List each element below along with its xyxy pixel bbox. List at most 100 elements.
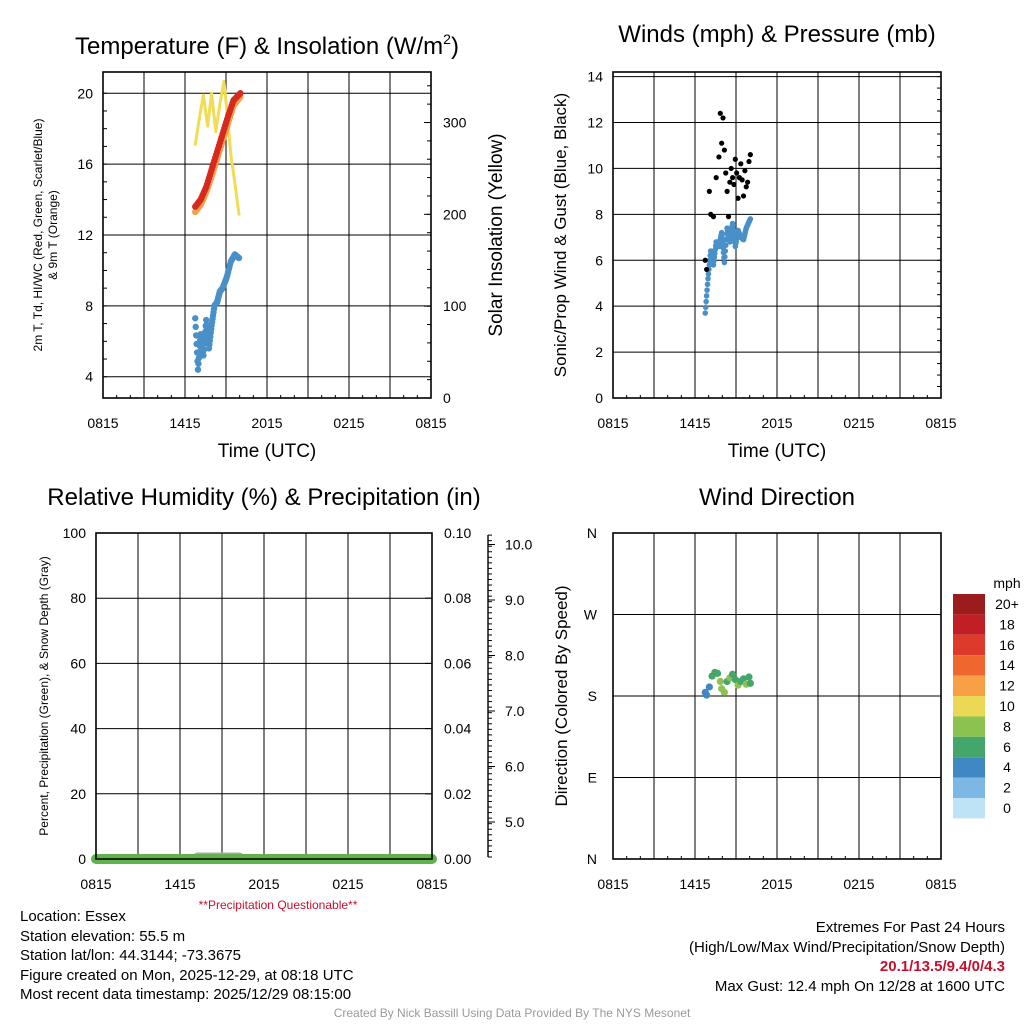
wind-speed-point [705,275,711,282]
wind-gust-point [747,152,753,158]
wdir-point [728,670,737,678]
temp-xtick-label: 0815 [415,415,446,431]
wind-gust-point [719,140,725,146]
rh-xtick-label: 0215 [332,876,363,892]
wind-gust-points [702,110,753,273]
rh-y3tick-label: 7.0 [505,703,525,719]
temp-wind-chill-point [200,352,207,359]
temp-2m-t-point [237,90,244,97]
temp-wind-chill-point [200,346,208,353]
temp-y2tick-label: 200 [443,206,467,222]
wind-speed-point [704,287,710,293]
wind-title: Winds (mph) & Pressure (mb) [618,21,935,48]
latlon-text: Station lat/lon: 44.3144; -73.3675 [20,947,242,964]
temp-wind-chill-point [195,360,202,367]
credit-text: Created By Nick Bassill Using Data Provi… [333,1006,691,1020]
temp-xtick-label: 0215 [333,415,364,431]
rh-ytick-label: 100 [63,525,87,541]
station-info: Location: Essex Station elevation: 55.5 … [20,907,354,1005]
temp-title: Temperature (F) & Insolation (W/m2) [75,31,459,60]
temp-ylabel-line2: & 9m T (Orange) [46,190,60,280]
wind-gust-point [735,195,741,201]
colorbar-label: 2 [1003,780,1011,796]
wind-speed-point [718,229,725,236]
wdir-point [703,691,711,699]
colorbar-swatch [953,736,985,758]
wind-gust-point [724,188,730,194]
wind-ytick-label: 2 [595,344,603,360]
wdir-point [716,677,724,686]
rh-y2tick-label: 0.00 [444,851,471,867]
temp-y2tick-label: 0 [443,390,451,406]
colorbar-swatch [953,655,985,676]
wdir-point [705,683,713,691]
wdir-point [731,676,739,684]
wind-gust-point [706,188,712,194]
extremes-title: Extremes For Past 24 Hours [815,919,1005,936]
rh-y3tick-label: 8.0 [505,648,525,664]
rh-y2tick-label: 0.04 [444,721,471,737]
temp-ylabel-line1: 2m T, Td, HI/WC (Red, Green, Scarlet/Blu… [31,119,45,352]
wdir-ytick-label: W [584,607,598,623]
wind-speed-point [722,254,728,260]
wind-gust-point [731,181,737,188]
rh-title: Relative Humidity (%) & Precipitation (i… [47,484,480,511]
colorbar-label: 4 [1003,759,1011,775]
wind-speed-point [702,304,709,311]
location-text: Location: Essex [20,908,126,925]
colorbar-label: 12 [999,678,1015,694]
wdir-title: Wind Direction [699,484,855,511]
wind-speed-points [702,216,754,316]
extremes-info: Extremes For Past 24 Hours (High/Low/Max… [689,918,1005,996]
temp-title-main: Temperature (F) & Insolation (W/m [75,33,443,60]
temp-xlabel: Time (UTC) [218,441,317,462]
wind-speed-point [722,242,729,249]
wind-gust-point [713,175,719,181]
wind-gust-point [721,147,727,153]
colorbar-unit: mph [993,575,1020,591]
temp-ytick-label: 4 [85,369,93,385]
wind-ytick-label: 0 [595,390,603,406]
temp-wind-chill-point [194,366,202,373]
temp-wind-chill-point [202,316,210,324]
temp-y2tick-label: 300 [443,115,467,131]
wdir-point [739,675,748,683]
temp-title-sup: 2 [443,31,451,47]
temp-wind-chill-point [203,321,210,328]
wdir-xtick-label: 0215 [843,876,874,892]
temp-xtick-label: 2015 [251,415,282,431]
wind-xtick-label: 0215 [843,415,874,431]
temp-xtick-label: 0815 [87,415,118,431]
rh-ytick-label: 40 [70,721,86,737]
wdir-point [713,669,722,677]
rh-precip-note: **Precipitation Questionable** [199,898,358,912]
wind-xtick-label: 0815 [925,415,956,431]
wdir-point [720,688,728,696]
temp-2m-t-points [192,90,244,210]
colorbar-swatch [953,675,985,696]
temp-frame [102,71,432,399]
temp-y2label: Solar Insolation (Yellow) [486,133,507,336]
rh-y3tick-label: 10.0 [505,537,532,553]
wind-speed-point [703,293,710,299]
colorbar-label: 6 [1003,739,1011,755]
wdir-ytick-label: S [588,688,597,704]
rh-xtick-label: 0815 [80,876,111,892]
wind-gust-point [702,257,708,263]
wind-speed-point [722,248,729,254]
temp-wind-chill-point [235,254,243,262]
wind-gust-point [745,179,751,185]
temp-wind-chill-point [192,315,199,322]
wind-gust-point [738,161,744,167]
wind-gust-point [728,165,734,172]
rh-xtick-label: 0815 [416,876,447,892]
extremes-subtitle: (High/Low/Max Wind/Precipitation/Snow De… [689,938,1005,956]
wind-speed-point [702,310,709,316]
colorbar-label: 14 [999,657,1015,673]
temp-ytick-label: 20 [77,85,93,101]
colorbar-swatch [953,798,985,819]
colorbar-label: 20+ [995,596,1019,612]
wind-speed-point [703,298,709,305]
wdir-xtick-label: 0815 [597,876,628,892]
wind-ytick-label: 8 [595,206,603,222]
